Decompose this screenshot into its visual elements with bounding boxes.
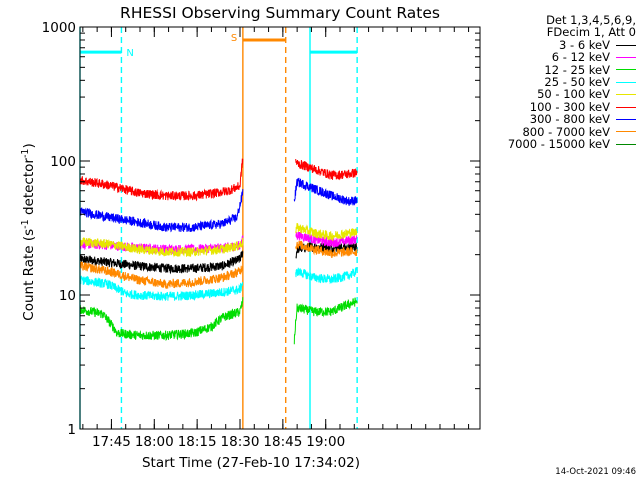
legend-label: 25 - 50 keV [544, 75, 610, 90]
plot-frame [79, 26, 481, 430]
series-line-5-before [80, 158, 244, 202]
x-tick-label-4: 18:45 [263, 434, 302, 450]
y-tick-label-1: 10 [59, 288, 76, 304]
x-tick-label-5: 19:00 [306, 434, 345, 450]
y-axis-label: Count Rate (s-1 detector-1) [20, 143, 37, 320]
legend-entry-1: 6 - 12 keV [486, 50, 636, 65]
x-axis-label: Start Time (27-Feb-10 17:34:02) [142, 455, 360, 471]
x-tick-label-3: 18:30 [221, 434, 260, 450]
series-line-4-after [295, 223, 358, 242]
series-line-3-before [80, 275, 244, 302]
legend-swatch [616, 143, 636, 145]
series-line-4-before [80, 237, 244, 258]
legend-label: 300 - 800 keV [529, 112, 610, 127]
series-line-6-before [80, 189, 244, 233]
series-line-6-after [293, 177, 358, 206]
legend-swatch [616, 106, 636, 108]
legend-label: 50 - 100 keV [537, 87, 610, 102]
legend-entry-4: 50 - 100 keV [486, 87, 636, 102]
legend-entry-8: 7000 - 15000 keV [486, 138, 636, 150]
legend-swatch [616, 118, 636, 120]
y-tick-label-0: 1 [67, 422, 76, 438]
series-line-7-before [80, 261, 244, 289]
series-line-0-before [80, 250, 244, 275]
legend-label: 3 - 6 keV [559, 37, 610, 52]
generated-timestamp: 14-Oct-2021 09:46 [555, 467, 636, 477]
series-line-7-after [295, 240, 358, 258]
legend-entry-7: 800 - 7000 keV [486, 124, 636, 139]
legend-header-line2: FDecim 1, Att 0 [546, 25, 636, 40]
event-lines [79, 27, 358, 429]
x-tick-label-1: 18:00 [135, 434, 174, 450]
series-line-5-after [295, 158, 358, 181]
legend-label: 12 - 25 keV [544, 62, 610, 77]
axes: 17:45 18:00 18:15 18:30 18:45 19:00 1 10 100 1000 [42, 20, 480, 450]
legend-swatch [616, 81, 636, 83]
legend-swatch [616, 69, 636, 71]
y-tick-label-3: 1000 [42, 20, 76, 36]
series-line-1-after [295, 231, 358, 248]
legend-entry-5: 100 - 300 keV [486, 99, 636, 114]
flag-label-S: S [231, 33, 237, 44]
flag-label-N: N [126, 48, 133, 59]
legend-swatch [616, 94, 636, 96]
series-line-3-after [295, 267, 358, 285]
series-line-2-after [293, 297, 358, 345]
legend-swatch [616, 131, 636, 133]
legend-label: 7000 - 15000 keV [507, 137, 610, 152]
series-group [80, 158, 358, 345]
legend-label: 100 - 300 keV [529, 99, 610, 114]
legend-entry-6: 300 - 800 keV [486, 112, 636, 127]
chart-title: RHESSI Observing Summary Count Rates [120, 4, 440, 22]
legend-label: 800 - 7000 keV [522, 124, 610, 139]
legend-header-line1: Det 1,3,4,5,6,9, [546, 13, 636, 27]
x-tick-label-0: 17:45 [92, 434, 131, 450]
y-tick-label-2: 100 [50, 154, 76, 170]
x-tick-label-2: 18:15 [178, 434, 217, 450]
legend-entry-3: 25 - 50 keV [486, 76, 636, 88]
legend-entry-2: 12 - 25 keV [486, 62, 636, 77]
series-line-2-before [80, 297, 244, 341]
legend-swatch [616, 44, 636, 46]
legend: Det 1,3,4,5,6,9, FDecim 1, Att 0 3 - 6 k… [486, 14, 636, 150]
flag-bars: NS [80, 33, 358, 59]
legend-entry-0: 3 - 6 keV [486, 37, 636, 52]
legend-label: 6 - 12 keV [551, 50, 610, 65]
legend-swatch [616, 56, 636, 58]
